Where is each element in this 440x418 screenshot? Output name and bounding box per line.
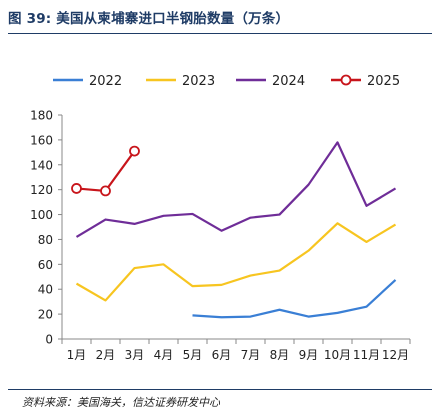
series-2022 [192,279,397,319]
y-tick-label: 0 [45,333,53,347]
legend-label: 2023 [182,74,215,89]
data-point-2025 [71,183,82,194]
x-tick-label: 8月 [270,348,290,362]
data-point-2025 [100,185,111,197]
x-tick-label: 2月 [96,348,116,362]
x-tick-label: 3月 [125,348,145,362]
legend-label: 2025 [367,74,400,89]
y-tick-label: 20 [38,308,53,322]
y-tick-label: 80 [38,233,53,247]
x-tick-label: 4月 [154,348,174,362]
x-tick-label: 11月 [353,348,380,362]
y-tick-label: 40 [38,283,53,297]
legend-item-2023: 2023 [146,74,215,89]
y-tick-label: 180 [30,109,53,123]
y-tick-label: 60 [38,258,53,272]
x-tick-label: 1月 [67,348,87,362]
chart-title: 图 39: 美国从柬埔寨进口半钢胎数量（万条） [8,11,290,27]
x-tick-label: 6月 [212,348,232,362]
series-line-2025 [76,150,136,193]
y-tick-label: 140 [30,158,53,172]
source-divider [8,389,432,390]
series-2025 [71,145,140,197]
series-line-2022 [192,279,397,319]
series-2024 [75,141,397,238]
y-tick-label: 120 [30,183,53,197]
x-tick-label: 9月 [299,348,319,362]
plot-series [71,141,397,319]
source-note: 资料来源：美国海关，信达证券研发中心 [22,396,220,409]
legend-marker [340,74,352,86]
data-point-2025 [129,145,140,157]
y-tick-label: 100 [30,208,53,222]
x-tick-label: 7月 [241,348,261,362]
y-axis: 0 20 40 60 80 100 120 140 160 180 [30,109,63,347]
legend-label: 2022 [89,74,122,89]
title-divider [8,33,432,34]
legend-label: 2024 [272,74,305,89]
series-2023 [75,222,397,302]
y-tick-label: 160 [30,133,53,147]
legend-item-2025: 2025 [331,74,400,89]
x-tick-label: 5月 [183,348,203,362]
x-tick-label: 10月 [324,348,351,362]
series-line-2023 [75,222,397,302]
series-line-2024 [75,141,397,238]
legend-item-2024: 2024 [236,74,305,89]
x-axis: 1月 2月 3月 4月 5月 6月 7月 8月 9月 10月 11月 12月 [61,338,411,362]
x-tick-label: 12月 [382,348,409,362]
legend: 2022 2023 2024 2025 [53,74,400,89]
legend-item-2022: 2022 [53,74,122,89]
